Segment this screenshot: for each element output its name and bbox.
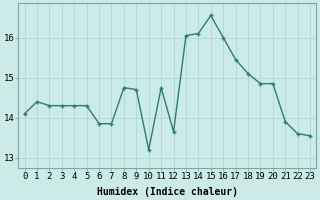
X-axis label: Humidex (Indice chaleur): Humidex (Indice chaleur) [97, 186, 238, 197]
